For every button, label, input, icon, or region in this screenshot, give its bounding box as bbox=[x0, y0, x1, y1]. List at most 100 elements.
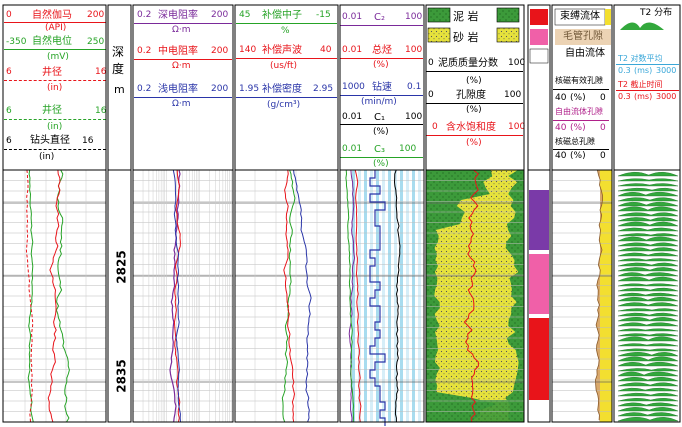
den-curve bbox=[293, 169, 312, 423]
rop-name: 钻速 bbox=[372, 82, 392, 93]
cal2-name: 井径 bbox=[42, 105, 62, 116]
cnl-unit: % bbox=[281, 26, 290, 36]
bs-max: 16 bbox=[82, 136, 94, 146]
t2-spectrum-row bbox=[617, 312, 679, 317]
bs-name: 钻头直径 bbox=[30, 135, 70, 146]
med-res-name: 中电阻率 bbox=[158, 46, 198, 57]
free-por-min: 40 bbox=[555, 123, 567, 133]
t2-spectrum-row bbox=[617, 402, 679, 407]
den-name: 补偿密度 bbox=[262, 84, 302, 95]
tg-min: 0.01 bbox=[342, 45, 363, 55]
bs-unit: (in) bbox=[39, 152, 55, 162]
den-max: 2.95 bbox=[313, 84, 334, 94]
t2-spectrum-row bbox=[617, 171, 679, 177]
nmr-tot-name: 核磁总孔隙 bbox=[555, 137, 595, 146]
deep-res-curve bbox=[169, 169, 181, 423]
c1-max: 100 bbox=[405, 112, 423, 122]
t2cut-name: T2 截止时间 bbox=[618, 80, 663, 89]
track-frame bbox=[339, 4, 425, 423]
free-fluid-label: 自由流体 bbox=[565, 48, 605, 59]
sand-legend-swatch bbox=[427, 27, 451, 43]
cal1-name: 井径 bbox=[42, 67, 62, 78]
t2cut-max: 3000 bbox=[656, 92, 677, 101]
gr-min: 0 bbox=[6, 10, 12, 20]
gr-unit: (API) bbox=[45, 23, 67, 33]
gas-legend-swatch bbox=[530, 9, 548, 25]
t2-spectrum-row bbox=[617, 247, 679, 252]
c2-line bbox=[340, 25, 423, 26]
cal-curve bbox=[25, 169, 34, 423]
bs-curve-line bbox=[4, 149, 106, 150]
t2-spectrum-row bbox=[617, 267, 679, 272]
c2-min: 0.01 bbox=[342, 12, 363, 22]
track-frame bbox=[551, 4, 613, 423]
t2lm-name: T2 对数平均 bbox=[618, 54, 663, 63]
t2-spectrum-row bbox=[617, 356, 679, 362]
c3-unit: (%) bbox=[373, 159, 389, 169]
t2-spectrum-row bbox=[617, 336, 679, 342]
sh-res-max: 200 bbox=[211, 84, 229, 94]
cal1-unit: (in) bbox=[47, 83, 63, 93]
sw-line bbox=[426, 135, 523, 136]
t2-spectrum-row bbox=[617, 376, 679, 382]
gr-curve-2 bbox=[47, 169, 61, 423]
t2-dist-label: T2 分布 bbox=[640, 8, 673, 18]
por-max: 100 bbox=[504, 90, 522, 100]
shale-legend-swatch-2 bbox=[496, 7, 520, 23]
med-res-line bbox=[134, 59, 232, 60]
c1-line bbox=[340, 124, 423, 125]
tg-curve bbox=[354, 169, 362, 423]
c1-min: 0.01 bbox=[342, 112, 363, 122]
c1-unit: (%) bbox=[373, 127, 389, 137]
tg-unit: (%) bbox=[373, 60, 389, 70]
t2-spectrum-row bbox=[617, 343, 679, 347]
dry-legend-swatch bbox=[529, 48, 549, 64]
t2-spectrum-row bbox=[617, 412, 679, 417]
t2-spectrum-row bbox=[617, 252, 679, 257]
t2-spectrum-row bbox=[617, 272, 679, 277]
por-line bbox=[426, 103, 523, 104]
vsh-min: 0 bbox=[428, 58, 434, 68]
nmr-eff-name: 核磁有效孔隙 bbox=[555, 76, 603, 85]
t2lm-max: 3000 bbox=[656, 66, 677, 75]
t2-spectrum-row bbox=[617, 368, 679, 372]
t2-spectrum-row bbox=[617, 206, 679, 212]
cnl-min: 45 bbox=[239, 10, 251, 20]
nmr-tot-line bbox=[553, 149, 609, 150]
water-legend-swatch bbox=[530, 29, 548, 45]
free-por-line bbox=[553, 120, 609, 121]
t2-spectrum-row bbox=[617, 352, 679, 357]
den-unit: (g/cm³) bbox=[267, 100, 301, 110]
med-res-max: 200 bbox=[211, 46, 229, 56]
ac-name: 补偿声波 bbox=[262, 45, 302, 56]
por-min: 0 bbox=[428, 90, 434, 100]
sw-curve bbox=[463, 169, 480, 423]
t2-spectrum-row bbox=[617, 322, 679, 327]
gr-max: 200 bbox=[87, 10, 105, 20]
nmr-eff-curve bbox=[594, 169, 603, 421]
t2-spectrum-row bbox=[617, 296, 679, 302]
t2-spectrum-row bbox=[617, 333, 679, 337]
rop-curve bbox=[369, 170, 386, 426]
gr-curve bbox=[55, 169, 70, 423]
rop-unit: (min/m) bbox=[361, 97, 397, 107]
t2-spectrum-row bbox=[617, 262, 679, 267]
t2-spectrum-row bbox=[617, 258, 679, 262]
t2lm-min: 0.3 bbox=[618, 66, 631, 75]
den-line bbox=[236, 97, 337, 98]
t2-spectrum-row bbox=[617, 217, 679, 222]
t2-spectrum-row bbox=[617, 236, 679, 242]
vsh-unit: (%) bbox=[466, 76, 482, 86]
depth-label-2: 度 bbox=[112, 62, 125, 76]
t2-spectrum-row bbox=[617, 283, 679, 287]
ac-curve bbox=[283, 169, 296, 423]
t2-spectrum-row bbox=[617, 191, 679, 197]
den-min: 1.95 bbox=[239, 84, 260, 94]
vsh-max: 100 bbox=[508, 58, 526, 68]
t2-spectrum-row bbox=[617, 348, 679, 352]
ac-unit: (us/ft) bbox=[270, 61, 297, 71]
t2cut-unit: (ms) bbox=[634, 92, 653, 101]
cal1-curve-line bbox=[4, 80, 106, 81]
deep-res-name: 深电阻率 bbox=[158, 10, 198, 21]
